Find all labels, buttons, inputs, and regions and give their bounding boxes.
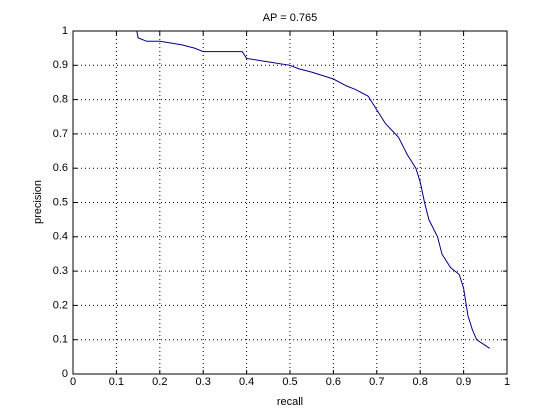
x-tick-label: 0.6 bbox=[326, 376, 341, 388]
x-tick-label: 0.3 bbox=[196, 376, 211, 388]
y-axis-label: precision bbox=[32, 180, 44, 224]
y-tick-label: 0.9 bbox=[53, 59, 68, 71]
x-tick-label: 0.1 bbox=[109, 376, 124, 388]
y-tick-label: 0 bbox=[62, 368, 68, 380]
y-tick-label: 0.3 bbox=[53, 265, 68, 277]
y-tick-label: 0.5 bbox=[53, 196, 68, 208]
axes-box bbox=[72, 30, 508, 375]
chart-title: AP = 0.765 bbox=[263, 12, 318, 24]
x-tick-label: 0.4 bbox=[239, 376, 254, 388]
y-tick-label: 0.7 bbox=[53, 128, 68, 140]
y-tick-label: 0.2 bbox=[53, 299, 68, 311]
y-tick-label: 1 bbox=[62, 25, 68, 37]
x-tick-label: 0.5 bbox=[282, 376, 297, 388]
x-tick-label: 0 bbox=[70, 376, 76, 388]
x-tick-label: 0.7 bbox=[369, 376, 384, 388]
x-tick-label: 0.8 bbox=[413, 376, 428, 388]
x-tick-label: 0.2 bbox=[152, 376, 167, 388]
x-tick-label: 0.9 bbox=[456, 376, 471, 388]
x-axis-label: recall bbox=[277, 396, 303, 408]
y-tick-label: 0.8 bbox=[53, 94, 68, 106]
x-tick-label: 1 bbox=[504, 376, 510, 388]
y-tick-label: 0.1 bbox=[53, 334, 68, 346]
y-tick-label: 0.4 bbox=[53, 231, 68, 243]
y-tick-label: 0.6 bbox=[53, 162, 68, 174]
pr-curve bbox=[136, 30, 490, 349]
